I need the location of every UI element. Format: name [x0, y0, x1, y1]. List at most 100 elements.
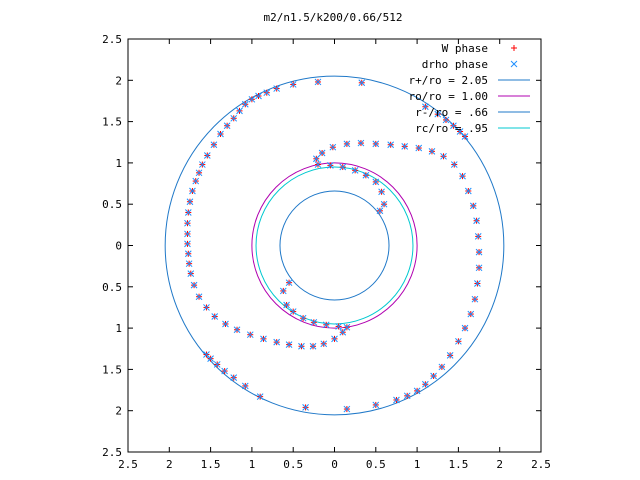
x-tick-label: 2	[496, 458, 503, 471]
y-tick-label: 1	[115, 157, 122, 170]
drho-phase-point	[213, 361, 221, 368]
drho-phase-point	[230, 114, 238, 122]
x-tick-label: 2.5	[531, 458, 551, 471]
drho-phase-point	[184, 240, 191, 248]
drho-phase-point	[312, 155, 320, 163]
drho-phase-point	[184, 250, 192, 258]
drho-phase-point	[185, 260, 193, 268]
legend-swatch	[511, 45, 517, 51]
drho-phase-point	[358, 79, 366, 87]
drho-phase-point	[461, 324, 469, 332]
drho-phase-point	[285, 279, 293, 287]
y-tick-label: 1.5	[102, 363, 122, 376]
drho-phase-point	[422, 103, 429, 111]
drho-phase-point	[473, 217, 480, 225]
drho-phase-point	[372, 140, 380, 148]
drho-phase-point	[456, 128, 464, 135]
drho-phase-point	[211, 313, 219, 320]
drho-phase-point	[450, 122, 457, 130]
drho-phase-point	[450, 161, 458, 168]
x-tick-label: 0.5	[283, 458, 303, 471]
drho-phase-point	[309, 342, 317, 350]
drho-phase-point	[442, 116, 450, 124]
legend-label: r+/ro = 2.05	[409, 74, 488, 87]
drho-phase-point	[415, 144, 423, 152]
legend: W phase drho phase r+/ro = 2.05 ro/ro = 1.0…	[409, 42, 530, 135]
drho-phase-point	[357, 139, 365, 147]
y-tick-label: 0.5	[102, 281, 122, 294]
drho-phase-point	[260, 335, 267, 343]
drho-phase-point	[403, 392, 411, 400]
drho-phase-point	[248, 95, 256, 103]
drho-phase-point	[314, 161, 322, 168]
legend-label: drho phase	[422, 58, 488, 71]
drho-phase-point	[387, 141, 395, 149]
drho-phase-point	[380, 200, 388, 208]
drho-phase-point	[184, 209, 192, 216]
drho-phase-point	[475, 248, 483, 256]
y-tick-label: 0.5	[102, 198, 122, 211]
drho-phase-point	[339, 328, 347, 336]
drho-phase-point	[283, 301, 290, 309]
drho-phase-point	[189, 187, 196, 195]
reference-circles	[164, 75, 505, 416]
y-tick-label: 2	[115, 74, 122, 87]
drho-phase-point	[236, 107, 243, 115]
drho-phase-point	[285, 341, 293, 348]
circle-r-ro-2-05	[164, 75, 505, 416]
x-tick-label: 1	[414, 458, 421, 471]
drho-phase-point	[329, 143, 337, 151]
drho-phase-point	[186, 198, 194, 206]
drho-phase-point	[289, 81, 297, 88]
y-tick-label: 1	[115, 322, 122, 335]
drho-phase-point	[471, 295, 479, 303]
drho-phase-point	[474, 233, 482, 240]
drho-phase-point	[241, 382, 249, 390]
drho-phase-point	[327, 162, 334, 169]
drho-phase-point	[314, 78, 322, 86]
x-tick-label: 1.5	[448, 458, 468, 471]
drho-phase-point	[203, 152, 211, 159]
drho-phase-point	[320, 340, 328, 348]
drho-phase-point	[298, 342, 305, 350]
axis-ticks: 2.5 2 1.5 1 0.5 0 0.5 1 1.5 2 2.52.521.510.500.511…	[102, 33, 551, 471]
y-tick-label: 1.5	[102, 116, 122, 129]
x-tick-label: 0.5	[366, 458, 386, 471]
drho-phase-point	[438, 363, 446, 371]
drho-phase-point	[469, 202, 477, 210]
drho-phase-point	[428, 147, 436, 155]
drho-phase-point	[455, 337, 462, 345]
drho-phase-point	[203, 304, 210, 311]
drho-phase-point	[378, 188, 385, 196]
drho-phase-point	[299, 314, 307, 322]
drho-phase-point	[474, 280, 481, 287]
drho-phase-point	[446, 352, 454, 359]
drho-phase-point	[273, 338, 281, 346]
drho-phase-point	[459, 172, 466, 180]
drho-phase-point	[401, 143, 409, 150]
legend-label: W phase	[442, 42, 488, 55]
legend-label: rc/ro = .95	[415, 122, 488, 135]
circle-rc-ro-95	[255, 166, 414, 325]
drho-phase-point	[241, 100, 249, 108]
drho-phase-point	[464, 187, 472, 195]
drho-phase-point	[343, 140, 351, 148]
drho-phase-point	[322, 321, 330, 329]
drho-phase-point	[217, 130, 224, 138]
drho-phase-point	[223, 122, 231, 130]
drho-phase-point	[351, 166, 359, 174]
drho-phase-point	[207, 355, 214, 363]
legend-label: ro/ro = 1.00	[409, 90, 488, 103]
drho-phase-point	[230, 374, 238, 382]
drho-phase-point	[263, 89, 271, 97]
drho-phase-point	[302, 404, 309, 411]
y-tick-label: 2.5	[102, 33, 122, 46]
drho-phase-point	[233, 326, 241, 334]
drho-phase-point	[430, 372, 437, 380]
drho-phase-point	[467, 310, 475, 318]
drho-phase-point	[198, 161, 206, 168]
drho-phase-point	[422, 380, 429, 388]
drho-phase-point	[255, 92, 262, 100]
x-tick-label: 1	[249, 458, 256, 471]
drho-phase-point	[440, 152, 447, 160]
